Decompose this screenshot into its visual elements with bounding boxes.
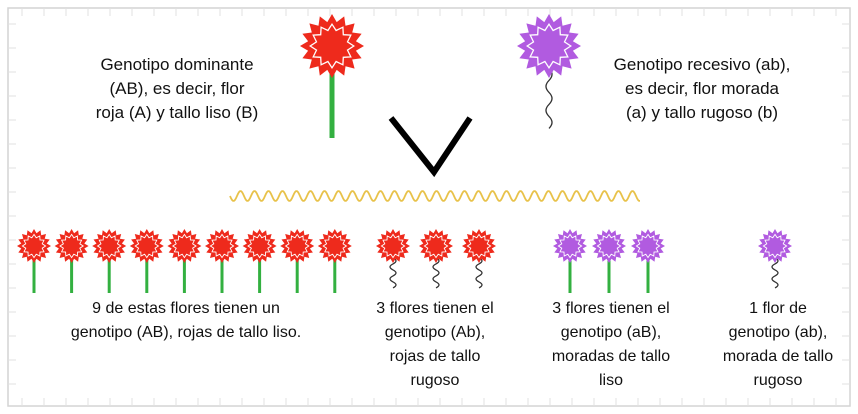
flower-head [300, 14, 364, 78]
flower-head [419, 229, 453, 263]
flower-head [17, 229, 51, 263]
recessive-line-3: (a) y tallo rugoso (b) [625, 103, 779, 122]
offspring-flower [242, 229, 277, 293]
flower-inner-outline [380, 233, 406, 259]
offspring-abr-line-3: morada de tallo [722, 348, 834, 365]
flower-inner-outline [596, 233, 622, 259]
offspring-Ab-line-4: rugoso [410, 372, 460, 389]
flower-inner-outline [284, 233, 310, 259]
flower-head [462, 229, 496, 263]
flower-head [758, 229, 792, 263]
offspring-flower [592, 229, 626, 293]
offspring-aB-line-3: moradas de tallo [551, 348, 671, 365]
curly-stem [771, 257, 779, 289]
curly-stem [545, 67, 553, 129]
flower-head [517, 14, 581, 78]
flower-head [592, 229, 626, 263]
dominant-line-2: (AB), es decir, flor [109, 79, 245, 98]
offspring-flower [758, 229, 792, 289]
offspring-flower [280, 229, 315, 293]
recessive-line-2: es decir, flor morada [624, 79, 779, 98]
flower-head [205, 229, 239, 263]
flower-inner-outline [557, 233, 583, 259]
offspring-flower [317, 229, 352, 293]
flower-head [376, 229, 410, 263]
offspring-aB-line-1: 3 flores tienen el [552, 300, 670, 317]
offspring-flower [129, 229, 164, 293]
frame-outline [7, 7, 851, 407]
frame-border [7, 7, 851, 407]
dominant-parent-label: Genotipo dominante (AB), es decir, flor … [67, 53, 287, 125]
curly-stem [475, 257, 483, 289]
dominant-parent-flower [300, 14, 364, 138]
offspring-aB-line-2: genotipo (aB), [560, 324, 662, 341]
flower-head [242, 229, 277, 263]
offspring-abr-label: 1 flor de genotipo (ab), morada de tallo… [698, 297, 858, 393]
flower-inner-outline [247, 233, 273, 259]
offspring-ab-line-1: 9 de estas flores tienen un [92, 300, 280, 317]
chevron-icon [388, 116, 473, 178]
flower-inner-outline [134, 233, 160, 259]
curly-stem [432, 257, 440, 289]
flower-head [631, 229, 665, 263]
flower-inner-outline [423, 233, 449, 259]
flower-head [280, 229, 315, 263]
offspring-flower [54, 229, 89, 293]
flower-head [92, 229, 127, 263]
offspring-flower [419, 229, 453, 289]
flower-inner-outline [59, 233, 85, 259]
flower-inner-outline [96, 233, 122, 259]
offspring-Ab-line-3: rojas de tallo [389, 348, 481, 365]
offspring-abr-line-2: genotipo (ab), [728, 324, 828, 341]
offspring-flower [631, 229, 665, 293]
offspring-flower [553, 229, 587, 293]
offspring-Ab-line-2: genotipo (Ab), [384, 324, 486, 341]
flower-head [54, 229, 89, 263]
flower-inner-outline [762, 233, 788, 259]
recessive-parent-label: Genotipo recesivo (ab), es decir, flor m… [592, 53, 812, 125]
recessive-parent-flower [517, 14, 581, 129]
offspring-flower [17, 229, 51, 293]
flower-inner-outline [209, 233, 235, 259]
offspring-ab-line-2: genotipo (AB), rojas de tallo liso. [70, 324, 302, 341]
offspring-Ab-label: 3 flores tienen el genotipo (Ab), rojas … [355, 297, 515, 393]
offspring-abr-line-1: 1 flor de [749, 300, 807, 317]
offspring-flower [462, 229, 496, 289]
flower-head [129, 229, 164, 263]
recessive-line-1: Genotipo recesivo (ab), [613, 55, 791, 74]
flower-inner-outline [322, 233, 348, 259]
flower-inner-outline [309, 23, 355, 69]
flower-head [553, 229, 587, 263]
flower-head [317, 229, 352, 263]
offspring-abr-line-4: rugoso [753, 372, 803, 389]
offspring-Ab-line-1: 3 flores tienen el [376, 300, 494, 317]
offspring-flower [205, 229, 239, 293]
offspring-flower [376, 229, 410, 289]
flower-head [167, 229, 202, 263]
offspring-flower [167, 229, 202, 293]
offspring-aB-label: 3 flores tienen el genotipo (aB), morada… [531, 297, 691, 393]
offspring-flower [92, 229, 127, 293]
flower-inner-outline [21, 233, 47, 259]
flowers-layer [17, 14, 792, 293]
offspring-ab-label: 9 de estas flores tienen un genotipo (AB… [44, 297, 328, 345]
flower-inner-outline [466, 233, 492, 259]
divider-wave [229, 190, 640, 202]
flower-inner-outline [635, 233, 661, 259]
flower-inner-outline [171, 233, 197, 259]
curly-stem [389, 257, 397, 289]
dominant-line-3: roja (A) y tallo liso (B) [95, 103, 259, 122]
offspring-aB-line-4: liso [598, 372, 623, 389]
flower-inner-outline [526, 23, 572, 69]
dominant-line-1: Genotipo dominante [100, 55, 254, 74]
